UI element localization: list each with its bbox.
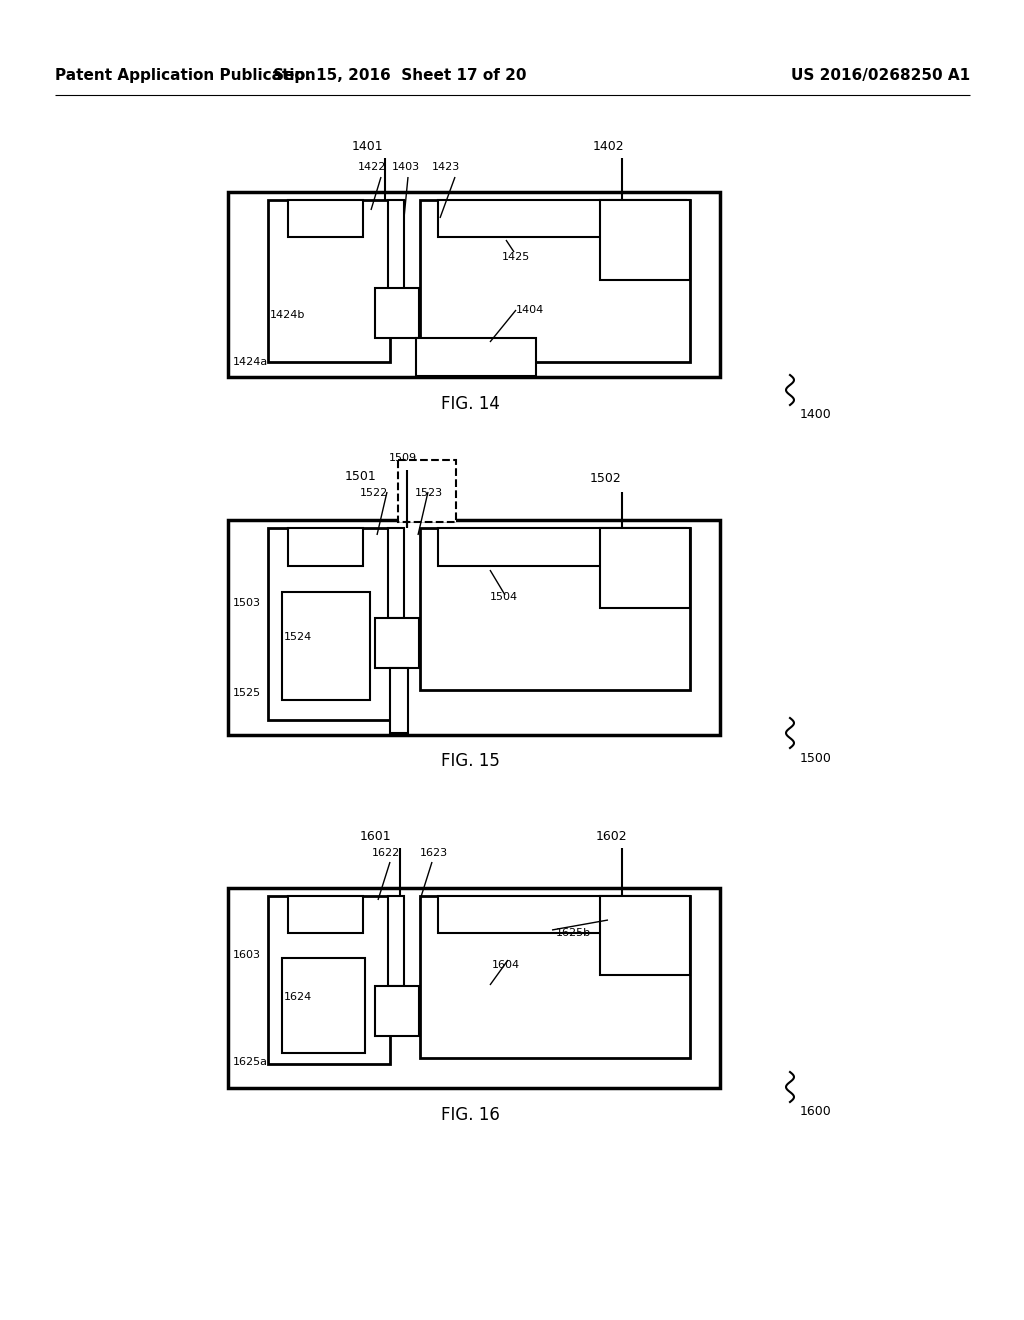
Bar xyxy=(375,618,419,668)
Bar xyxy=(388,896,404,986)
Bar xyxy=(438,896,686,933)
Bar xyxy=(390,668,408,733)
Bar xyxy=(420,528,690,690)
Text: Patent Application Publication: Patent Application Publication xyxy=(55,69,315,83)
Text: 1625a: 1625a xyxy=(233,1057,268,1067)
Bar xyxy=(375,288,419,338)
Text: FIG. 15: FIG. 15 xyxy=(440,752,500,770)
Bar xyxy=(398,459,456,521)
Bar xyxy=(438,201,686,238)
Text: 1600: 1600 xyxy=(800,1105,831,1118)
Text: 1602: 1602 xyxy=(596,830,628,843)
Text: 1402: 1402 xyxy=(593,140,625,153)
Bar xyxy=(228,520,720,735)
Bar xyxy=(228,888,720,1088)
Bar xyxy=(388,528,404,618)
Text: 1422: 1422 xyxy=(358,162,386,172)
Text: US 2016/0268250 A1: US 2016/0268250 A1 xyxy=(791,69,970,83)
Text: 1524: 1524 xyxy=(284,632,312,642)
Text: 1509: 1509 xyxy=(389,453,417,463)
Text: 1525: 1525 xyxy=(233,688,261,698)
Text: 1401: 1401 xyxy=(352,140,384,153)
Text: 1424a: 1424a xyxy=(233,356,268,367)
Bar xyxy=(600,201,690,280)
Bar xyxy=(288,201,362,238)
Text: 1622: 1622 xyxy=(372,847,400,858)
Bar xyxy=(600,528,690,609)
Bar xyxy=(420,201,690,362)
Bar xyxy=(388,201,404,290)
Bar xyxy=(228,191,720,378)
Text: 1502: 1502 xyxy=(590,473,622,484)
Text: 1625b: 1625b xyxy=(556,928,591,939)
Text: 1504: 1504 xyxy=(490,591,518,602)
Bar xyxy=(416,338,536,376)
Bar xyxy=(420,896,690,1059)
Text: 1400: 1400 xyxy=(800,408,831,421)
Text: FIG. 16: FIG. 16 xyxy=(440,1106,500,1125)
Bar xyxy=(288,528,362,566)
Text: 1500: 1500 xyxy=(800,752,831,766)
Bar xyxy=(282,958,365,1053)
Bar xyxy=(375,986,419,1036)
Text: 1523: 1523 xyxy=(415,488,443,498)
Text: Sep. 15, 2016  Sheet 17 of 20: Sep. 15, 2016 Sheet 17 of 20 xyxy=(273,69,526,83)
Bar xyxy=(600,896,690,975)
Bar xyxy=(438,528,686,566)
Text: 1503: 1503 xyxy=(233,598,261,609)
Text: 1404: 1404 xyxy=(516,305,544,315)
Text: 1623: 1623 xyxy=(420,847,449,858)
Bar xyxy=(268,201,390,362)
Text: 1501: 1501 xyxy=(345,470,377,483)
Text: FIG. 14: FIG. 14 xyxy=(440,395,500,413)
Text: 1601: 1601 xyxy=(360,830,391,843)
Bar xyxy=(288,896,362,933)
Text: 1424b: 1424b xyxy=(270,310,305,319)
Text: 1522: 1522 xyxy=(360,488,388,498)
Bar xyxy=(268,528,390,719)
Text: 1603: 1603 xyxy=(233,950,261,960)
Text: 1425: 1425 xyxy=(502,252,530,261)
Bar xyxy=(268,896,390,1064)
Text: 1624: 1624 xyxy=(284,993,312,1002)
Text: 1403: 1403 xyxy=(392,162,420,172)
Text: 1604: 1604 xyxy=(492,960,520,970)
Text: 1423: 1423 xyxy=(432,162,460,172)
Bar xyxy=(282,591,370,700)
